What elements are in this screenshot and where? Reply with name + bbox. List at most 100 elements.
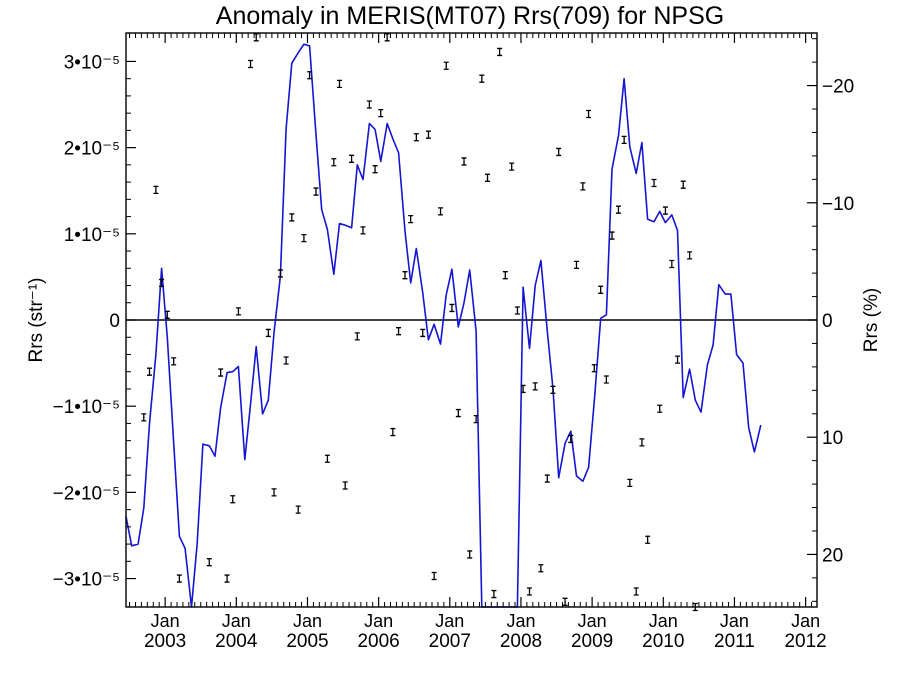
x-tick-month-4: Jan: [435, 611, 464, 631]
y-tick-label-6: −3•10⁻⁵: [53, 570, 120, 591]
data-point-50: [485, 173, 491, 182]
data-point-26: [342, 481, 348, 490]
data-point-77: [645, 535, 651, 544]
data-point-9: [224, 574, 230, 583]
data-point-31: [372, 165, 378, 174]
data-point-5: [171, 357, 177, 366]
data-point-19: [295, 505, 301, 514]
data-point-15: [271, 488, 277, 497]
data-point-42: [438, 207, 444, 216]
data-point-84: [687, 251, 693, 260]
data-point-41: [431, 571, 437, 581]
data-point-24: [331, 158, 337, 167]
data-point-65: [573, 260, 579, 269]
data-point-54: [509, 162, 515, 171]
data-point-3: [159, 278, 165, 288]
data-point-62: [556, 147, 562, 157]
series-line: [125, 43, 762, 608]
x-tick-month-0: Jan: [151, 611, 180, 631]
data-point-20: [301, 233, 307, 243]
y-tick-label-2: 1•10⁻⁵: [64, 225, 120, 246]
y-axis-left-label: Rrs (str⁻¹): [26, 278, 47, 363]
data-point-4: [164, 310, 170, 319]
chart-title: Anomaly in MERIS(MT07) Rrs(709) for NPSG: [216, 2, 724, 30]
data-point-71: [609, 231, 615, 240]
data-point-6: [176, 574, 182, 583]
data-point-2: [153, 185, 159, 195]
data-point-33: [384, 33, 390, 42]
data-point-18: [289, 213, 295, 222]
data-point-39: [420, 328, 426, 338]
x-tick-year-8: 2011: [714, 631, 755, 652]
data-point-45: [455, 408, 461, 418]
data-point-49: [479, 74, 485, 83]
data-point-60: [544, 474, 550, 483]
y-right-tick-label-0: −20: [822, 77, 854, 98]
data-point-67: [586, 109, 592, 119]
data-point-81: [669, 259, 675, 269]
data-point-44: [449, 303, 455, 313]
data-point-37: [408, 215, 414, 224]
data-point-35: [396, 327, 402, 336]
data-point-63: [562, 597, 568, 606]
data-point-69: [598, 285, 604, 294]
data-point-1: [146, 367, 152, 376]
data-point-70: [603, 375, 609, 384]
y-right-tick-label-1: −10: [822, 194, 854, 215]
x-tick-year-1: 2004: [215, 631, 258, 652]
data-point-74: [627, 478, 633, 488]
x-tick-year-3: 2006: [357, 631, 399, 652]
data-point-61: [550, 385, 556, 394]
data-point-52: [497, 47, 503, 57]
data-point-34: [390, 427, 396, 437]
data-point-22: [313, 187, 319, 196]
y-tick-label-5: −2•10⁻⁵: [53, 483, 120, 504]
data-point-76: [639, 438, 645, 447]
data-point-32: [378, 109, 384, 118]
data-point-68: [591, 364, 597, 373]
x-tick-month-8: Jan: [720, 611, 749, 631]
data-point-79: [657, 404, 663, 413]
data-point-56: [520, 384, 526, 394]
data-point-80: [662, 206, 668, 215]
data-point-78: [651, 178, 657, 188]
data-point-17: [283, 356, 289, 365]
data-point-21: [307, 71, 313, 80]
data-point-16: [277, 269, 283, 278]
data-point-8: [218, 368, 224, 377]
plot-area: 3•10⁻⁵ 2•10⁻⁵ 1•10⁻⁵ 0 −1•10⁻⁵ −2•10⁻⁵ −3•10⁻⁵…: [53, 33, 854, 652]
data-point-14: [265, 328, 271, 338]
data-point-10: [230, 495, 236, 504]
data-point-0: [141, 413, 147, 422]
data-point-23: [324, 454, 330, 463]
x-tick-year-5: 2008: [500, 631, 542, 652]
data-point-55: [514, 306, 520, 315]
data-point-82: [675, 355, 681, 364]
y-right-tick-label-4: 20: [822, 545, 843, 566]
data-point-28: [354, 332, 360, 341]
data-point-66: [580, 182, 586, 191]
x-tick-year-4: 2007: [429, 631, 471, 652]
x-tick-year-7: 2010: [642, 631, 684, 652]
data-point-51: [491, 589, 497, 599]
data-point-40: [425, 130, 431, 139]
data-point-11: [235, 307, 241, 316]
data-point-12: [248, 59, 254, 69]
data-point-47: [467, 550, 473, 559]
data-point-27: [349, 154, 355, 163]
data-point-75: [633, 587, 639, 596]
data-point-73: [621, 135, 627, 145]
y-right-tick-label-2: 0: [822, 311, 833, 332]
data-point-64: [568, 434, 574, 444]
x-tick-year-9: 2012: [784, 631, 826, 652]
x-tick-month-3: Jan: [364, 611, 393, 631]
x-tick-year-2: 2005: [286, 631, 328, 652]
data-point-72: [615, 205, 621, 214]
data-point-58: [532, 382, 538, 391]
data-point-29: [360, 226, 366, 235]
data-point-36: [402, 271, 408, 280]
x-tick-year-0: 2003: [144, 631, 186, 652]
data-point-48: [473, 414, 479, 424]
